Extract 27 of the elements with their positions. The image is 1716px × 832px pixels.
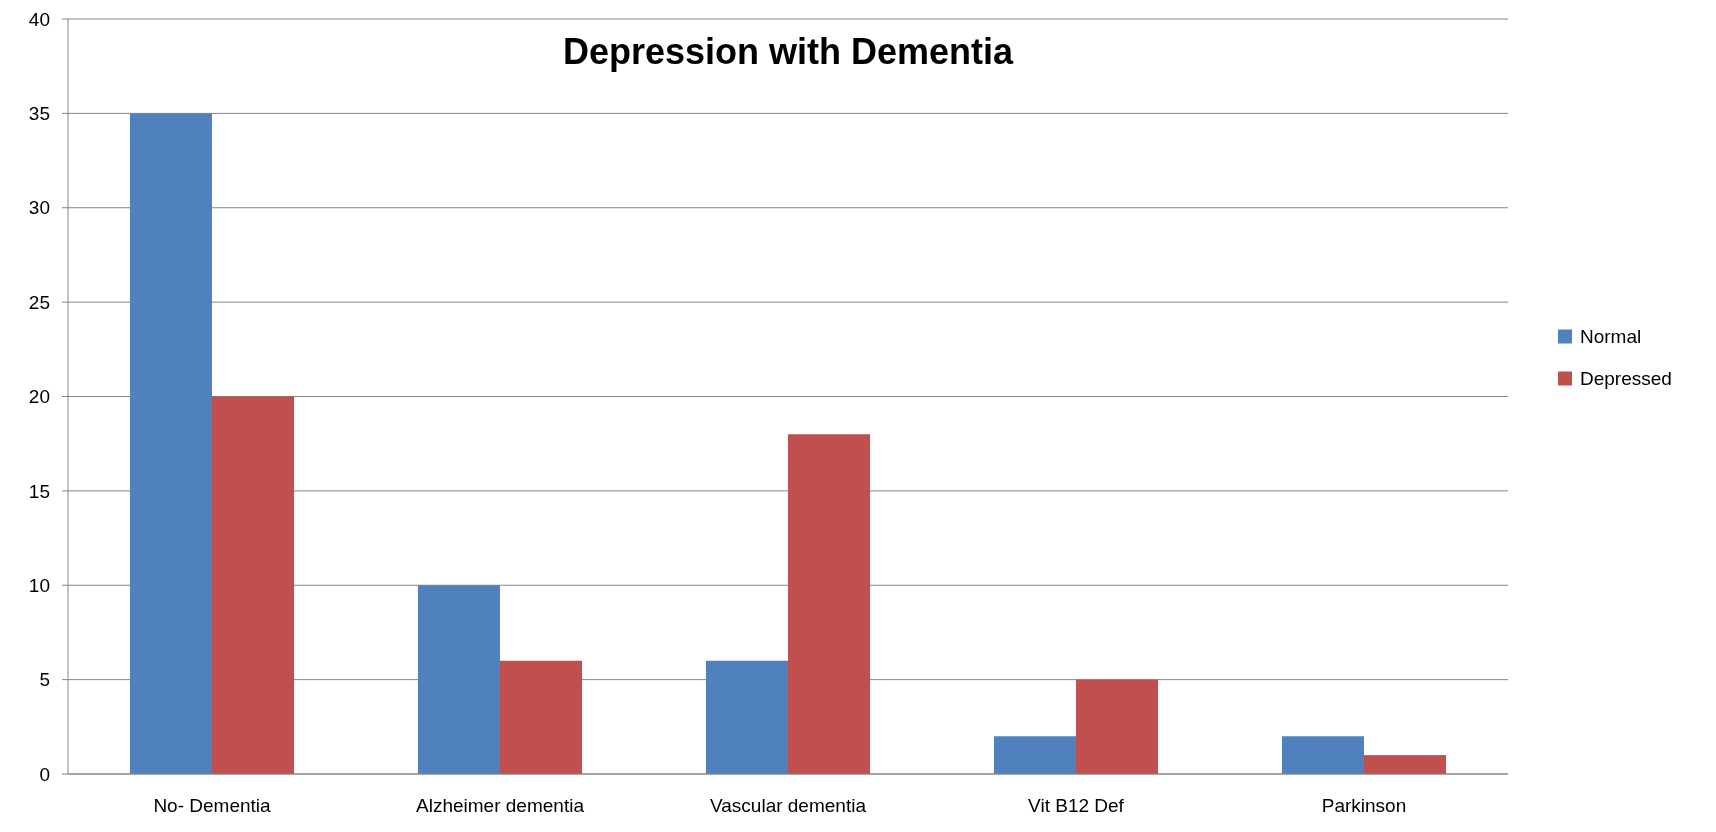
bar [129,113,212,774]
bar [1281,736,1364,774]
bar [1364,755,1447,774]
y-tick-label: 35 [28,103,50,125]
x-tick-label: Alzheimer dementia [416,795,585,816]
legend-label: Depressed [1580,368,1672,390]
x-tick-label: Parkinson [1321,795,1407,816]
x-tick-label: Vascular dementia [710,795,867,816]
bar [705,660,788,774]
y-tick-label: 0 [39,763,50,785]
y-tick-label: 20 [28,386,50,408]
bar [993,736,1076,774]
y-tick-label: 5 [39,669,50,691]
bar [500,660,583,774]
x-tick-label: No- Dementia [153,795,272,816]
bar [417,585,500,774]
y-tick-label: 30 [28,197,50,219]
legend-label: Normal [1580,326,1642,348]
bar [212,396,295,774]
chart-title: Depression with Dementia [562,31,1015,72]
bar [788,434,871,774]
x-tick-label: Vit B12 Def [1028,795,1125,816]
y-tick-label: 25 [28,291,50,313]
y-tick-label: 40 [28,8,50,30]
y-tick-label: 15 [28,480,50,502]
y-tick-label: 10 [28,574,50,596]
bar [1076,679,1159,774]
